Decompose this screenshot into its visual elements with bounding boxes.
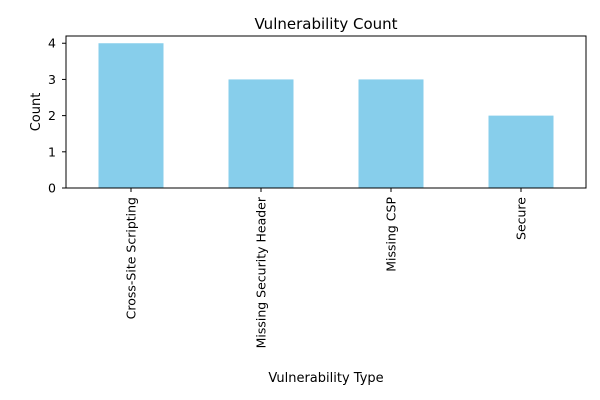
x-tick-label: Cross-Site Scripting [124, 197, 139, 319]
x-axis-label: Vulnerability Type [268, 371, 383, 386]
bar [98, 43, 164, 188]
y-tick-label: 4 [48, 36, 56, 51]
y-tick-label: 2 [48, 108, 56, 123]
x-tick-label: Missing Security Header [254, 196, 269, 348]
bar [228, 79, 294, 188]
y-axis: 0 1 2 3 4 [48, 36, 66, 196]
plot-frame [65, 35, 587, 189]
x-axis: Cross-Site Scripting Missing Security Hea… [124, 188, 529, 348]
x-tick-label: Secure [514, 197, 529, 240]
bars-group [98, 43, 554, 188]
bar [358, 79, 424, 188]
y-tick-label: 1 [48, 144, 56, 159]
y-tick-label: 3 [48, 72, 56, 87]
chart-title: Vulnerability Count [254, 15, 397, 33]
y-axis-label: Count [29, 93, 44, 132]
x-tick-label: Missing CSP [384, 197, 399, 272]
bar [488, 115, 554, 188]
y-tick-label: 0 [48, 181, 56, 196]
